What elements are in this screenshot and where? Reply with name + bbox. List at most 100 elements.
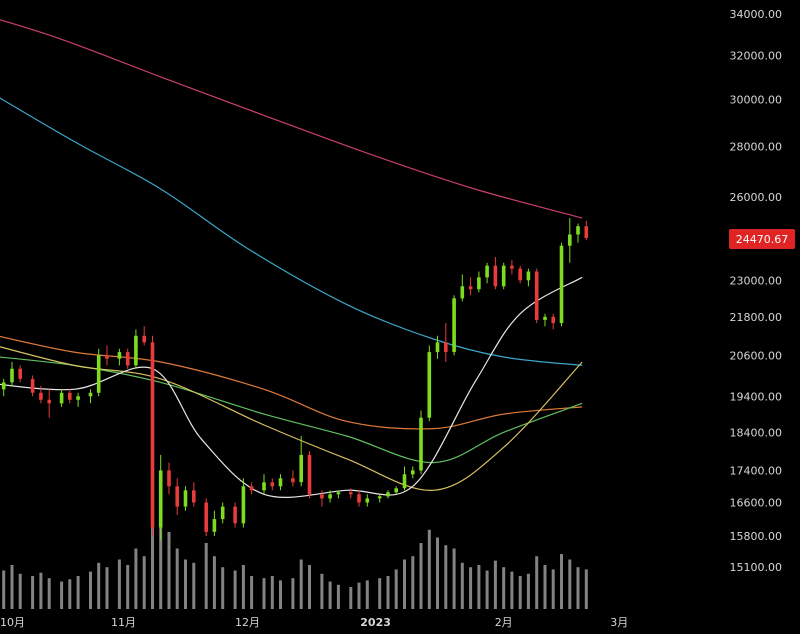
candle-body (559, 245, 564, 324)
candle (576, 223, 580, 243)
volume-bar (117, 559, 121, 609)
candle (518, 265, 522, 284)
candle-body (30, 378, 35, 393)
volume-bar (31, 576, 35, 609)
candle-body (477, 277, 481, 290)
volume-bar (10, 565, 14, 609)
candle-body (349, 492, 353, 495)
volume-bar (436, 537, 439, 609)
y-tick-label: 17400.00 (730, 464, 783, 477)
candle (377, 494, 382, 503)
x-tick-label: 12月 (235, 616, 260, 629)
candle (435, 335, 440, 359)
candle-body (394, 488, 398, 493)
candle-body (468, 286, 473, 290)
candle (543, 313, 547, 327)
candle-body (270, 482, 275, 487)
candle (142, 326, 146, 346)
candle (493, 257, 498, 290)
candle (452, 295, 456, 356)
volume-bar (469, 567, 473, 609)
y-tick-label: 23000.00 (730, 274, 783, 287)
candle-body (526, 271, 531, 281)
y-tick-label: 26000.00 (730, 191, 783, 204)
y-tick-label: 30000.00 (730, 93, 783, 106)
candle-body (485, 265, 489, 278)
x-tick-label: 2月 (495, 616, 513, 629)
candle-body (233, 506, 237, 524)
candle (568, 218, 572, 263)
volume-bar (89, 571, 92, 609)
x-tick-label: 3月 (610, 616, 628, 629)
candle-body (518, 268, 522, 281)
volume-bar (105, 567, 109, 609)
candle-body (220, 506, 225, 520)
candle-body (584, 226, 589, 239)
volume-bar (394, 569, 398, 609)
candle-body (452, 298, 456, 353)
volume-bar (411, 556, 415, 609)
moving-average-line-0 (0, 19, 583, 219)
candle (307, 451, 312, 499)
candle (105, 345, 109, 366)
candle-body (386, 492, 390, 497)
volume-bar (419, 543, 423, 609)
candle-body (117, 352, 122, 359)
candle-body (175, 486, 179, 507)
candle-body (501, 265, 506, 287)
candle-body (419, 417, 423, 471)
moving-average-line-3 (0, 356, 583, 464)
candlesticks (1, 218, 589, 541)
candle (278, 474, 283, 491)
volume-bar (142, 556, 146, 609)
candle (134, 329, 138, 369)
volume-bar (357, 582, 361, 609)
candle-body (18, 368, 22, 379)
candle (175, 478, 179, 515)
volume-bar (576, 567, 580, 609)
volume-bar (493, 560, 497, 609)
volume-bar (308, 565, 311, 609)
x-tick-label: 10月 (0, 616, 25, 629)
y-tick-label: 20600.00 (730, 349, 783, 362)
y-axis: 34000.00 32000.00 30000.00 28000.00 26000.00… (730, 8, 783, 574)
candle-body (411, 470, 415, 475)
candle (320, 490, 324, 507)
volume-bars (2, 499, 588, 609)
candle (96, 348, 101, 397)
volume-bar (175, 548, 179, 609)
volume-bar (204, 543, 208, 609)
volume-bar (18, 573, 22, 609)
volume-bar (460, 562, 464, 609)
candle (526, 268, 531, 287)
y-tick-label: 15100.00 (730, 561, 783, 574)
candle-body (336, 492, 341, 495)
candle (336, 490, 341, 499)
candle (299, 436, 303, 487)
volume-bar (551, 569, 555, 609)
candle-body (241, 486, 246, 524)
candle (427, 345, 432, 422)
candle (150, 335, 155, 537)
volume-bar (427, 529, 431, 609)
candle-body (365, 498, 370, 503)
candle (262, 474, 266, 495)
volume-bar (403, 559, 406, 609)
volume-bar (192, 562, 196, 609)
moving-averages (0, 19, 583, 498)
x-tick-label: 11月 (111, 616, 136, 629)
volume-bar (502, 567, 506, 609)
volume-bar (39, 572, 43, 609)
volume-bar (518, 576, 522, 609)
candle (444, 323, 448, 362)
volume-bar (151, 499, 154, 609)
candle-body (204, 502, 208, 532)
candle (39, 385, 43, 404)
candle-body (76, 396, 80, 400)
candle (68, 389, 72, 404)
candle-body (39, 392, 43, 400)
candle-body (534, 271, 539, 320)
candle (76, 392, 80, 407)
candle (534, 268, 539, 324)
